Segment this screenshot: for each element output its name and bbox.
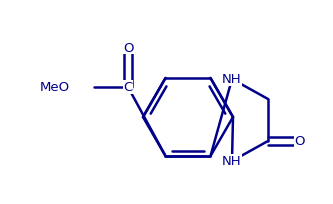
Text: MeO: MeO bbox=[40, 81, 70, 94]
Text: NH: NH bbox=[222, 73, 242, 86]
Text: O: O bbox=[295, 135, 305, 148]
Text: NH: NH bbox=[222, 155, 242, 168]
Text: C: C bbox=[123, 81, 133, 94]
Text: O: O bbox=[123, 41, 133, 54]
